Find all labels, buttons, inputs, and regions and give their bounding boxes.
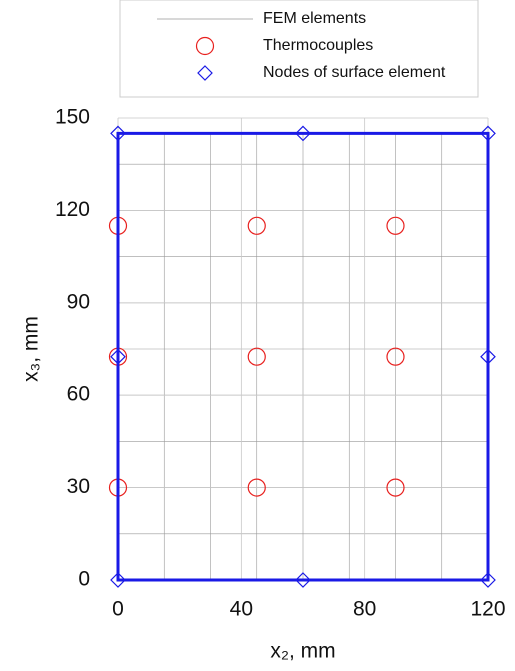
legend-marker	[195, 36, 215, 56]
legend-label: Nodes of surface element	[263, 64, 446, 81]
thermocouple	[386, 216, 405, 235]
x-tick-label: 0	[112, 598, 124, 621]
y-axis-label: x₃, mm	[20, 316, 43, 382]
y-tick-label: 30	[67, 475, 90, 498]
legend-label: Thermocouples	[263, 37, 373, 54]
y-tick-label: 90	[67, 290, 90, 313]
surface-outline	[116, 131, 490, 582]
x-axis-label: x₂, mm	[270, 640, 335, 663]
y-tick-label: 60	[67, 383, 90, 406]
node	[480, 348, 496, 365]
x-tick-label: 120	[470, 598, 505, 621]
legend-box	[119, 0, 479, 98]
thermocouple	[386, 478, 405, 497]
legend-marker	[197, 65, 213, 81]
legend-label: FEM elements	[263, 10, 366, 27]
thermocouple	[247, 216, 266, 235]
thermocouple	[386, 347, 405, 366]
thermocouple	[247, 347, 266, 366]
thermocouple	[247, 478, 266, 497]
y-tick-label: 120	[55, 198, 90, 221]
node	[480, 125, 496, 142]
x-tick-label: 40	[230, 598, 253, 621]
y-tick-label: 0	[78, 568, 90, 591]
node	[110, 572, 126, 588]
node	[110, 125, 126, 142]
y-tick-label: 150	[55, 106, 90, 129]
node	[295, 125, 311, 142]
node	[480, 572, 496, 588]
node	[295, 572, 311, 588]
node	[110, 348, 126, 365]
x-tick-label: 80	[353, 598, 376, 621]
